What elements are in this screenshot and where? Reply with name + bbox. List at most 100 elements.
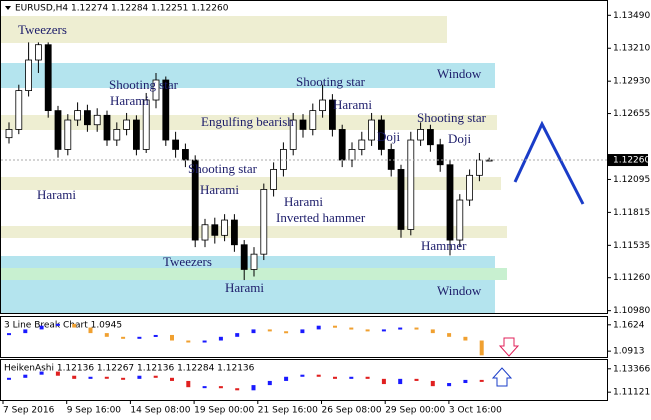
x-tick-label: 26 Sep 08:00 [322,406,382,416]
brick [365,329,370,332]
candle-body [240,244,248,270]
ha-bar [55,371,60,376]
candle-body [328,99,336,130]
x-tick-label: 3 Oct 16:00 [449,406,502,416]
candle-body [54,110,62,150]
brick [137,336,142,339]
y-tick-label: 1.13490 [613,11,650,21]
brick [284,331,289,334]
ha-bar [267,380,272,386]
x-tick-label: 21 Sep 16:00 [258,406,318,416]
candle-body [172,139,180,150]
y-tick-label: 1.12655 [613,109,650,119]
ha-bar [23,374,28,378]
chart-title: EURUSD,H4 1.12274 1.12284 1.12251 1.1226… [15,4,229,14]
pattern-label: Tweezers [163,254,212,269]
zone [1,256,495,268]
brick [23,329,28,334]
candle-body [407,139,415,230]
y-tick-label: 1.11260 [613,273,650,283]
zone [1,16,447,43]
candle-body [426,129,434,146]
panel-title: 3 Line Break Chart 1.0945 [4,321,122,331]
candle-body [270,169,278,190]
brick [7,333,11,336]
candle-body [466,174,474,201]
zone [1,177,501,190]
ha-bar [72,375,77,379]
zone [1,63,495,88]
ha-bar [186,380,191,388]
brick [39,325,44,330]
pattern-label: Hammer [421,238,467,253]
candle-body [319,99,327,112]
candle-body [5,129,13,139]
candle-body [299,119,307,130]
brick [235,333,240,337]
pattern-label: Shooting star [188,161,258,176]
brick [316,325,321,330]
main-frame [0,0,608,314]
brick [430,329,435,334]
candle-body [250,253,258,270]
pattern-label: Tweezers [18,22,67,37]
pattern-label: Doji [448,131,472,146]
brick [349,327,354,330]
brick [381,329,386,332]
candle-body [417,129,425,141]
candle-body [84,110,91,126]
candle-body [475,159,483,176]
candle-body [221,219,229,236]
brick [333,325,337,328]
brick [72,323,77,328]
candle-body [15,90,23,130]
pattern-label: Window [437,66,482,81]
ha-bar [88,376,93,379]
ha-bar [414,378,419,381]
ha-bar [153,375,158,378]
ha-bar [447,383,452,387]
brick [267,329,272,332]
candle-body [123,119,130,130]
menu-icon [5,6,11,10]
candle-body [201,224,209,241]
ha-bar [7,377,11,380]
brick [300,329,305,334]
candle-body [289,119,297,150]
candle-body [35,44,42,61]
candle-body [44,44,52,112]
x-tick-label: 7 Sep 2016 [3,406,55,416]
candle-body [377,119,385,150]
brick [463,336,468,341]
candle-body [181,149,189,161]
ha-bar [365,376,370,379]
candle-body [152,79,160,101]
ha-bar [316,374,321,377]
candle-body [358,139,366,150]
pattern-label: Harami [110,93,149,108]
ha-bar [398,378,403,385]
ha-bar [218,386,223,389]
candle-body [446,164,454,241]
panel-frame [0,359,608,401]
brick [88,327,93,334]
candle-body [64,119,72,150]
candle-body [162,79,170,141]
panel-title: HeikenAshi 1.12136 1.12267 1.12136 1.122… [4,364,255,374]
brick [55,323,60,326]
candle-body [338,129,346,161]
y-tick-label: 1.0913 [613,347,645,357]
pattern-label: Doji [377,129,401,144]
forecast-arrow [513,120,585,205]
ha-bar [381,378,386,385]
ha-bar [430,380,435,387]
y-tick-label: 1.11121 [613,388,650,398]
candle-body [397,169,405,230]
ha-bar [251,385,256,391]
candle-body [113,129,121,141]
candle-body [230,219,238,246]
last-price-label: 1.12260 [613,156,650,166]
ha-bar [121,377,126,380]
y-tick-label: 1.13366 [613,364,650,374]
